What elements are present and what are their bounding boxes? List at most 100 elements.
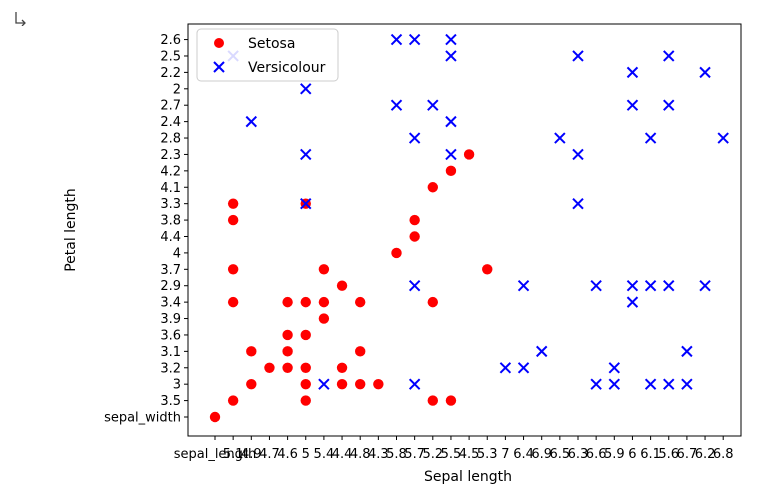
point-versicolour: [663, 280, 675, 292]
x-tick-label: 5.9: [604, 447, 625, 462]
y-tick-label: 4: [173, 246, 181, 261]
point-versicolour: [681, 345, 693, 358]
point-setosa: [409, 231, 420, 242]
point-versicolour: [608, 362, 621, 374]
point-setosa: [336, 280, 348, 291]
point-setosa: [227, 296, 239, 308]
x-tick-label: 5.2: [422, 447, 443, 462]
point-versicolour: [644, 132, 657, 144]
point-setosa: [373, 378, 384, 390]
x-tick-label: 6.4: [513, 447, 534, 462]
point-versicolour: [554, 132, 566, 144]
x-tick-label: 5.8: [386, 447, 407, 462]
point-versicolour: [626, 296, 639, 308]
y-tick-label: 2.4: [160, 115, 181, 130]
x-tick-label: 7: [501, 447, 509, 462]
data-points: [209, 33, 729, 423]
x-tick-label: 5.5: [441, 447, 462, 462]
x-tick-label: 6.6: [586, 447, 607, 462]
x-tick-label: 4.4: [332, 447, 353, 462]
x-tick-label: 6.3: [568, 447, 589, 462]
point-versicolour: [300, 148, 312, 161]
point-setosa: [227, 214, 239, 226]
legend-box: [196, 28, 339, 82]
y-tick-label: 3.1: [160, 345, 181, 360]
point-versicolour: [408, 132, 421, 144]
point-versicolour: [626, 280, 639, 292]
point-versicolour: [626, 66, 639, 79]
point-setosa: [282, 329, 293, 341]
point-versicolour: [300, 197, 312, 210]
point-versicolour: [408, 378, 421, 390]
y-tick-label: 3.4: [160, 296, 181, 311]
y-tick-label: 2: [173, 82, 181, 97]
point-setosa: [445, 165, 457, 177]
point-versicolour: [663, 378, 675, 390]
y-tick-label: 3.8: [160, 214, 181, 229]
x-tick-label: 6.5: [550, 447, 571, 462]
y-tick-label: 3.9: [160, 312, 181, 327]
point-versicolour: [427, 99, 439, 111]
point-versicolour: [699, 66, 711, 79]
output-cell-arrow-icon[interactable]: [14, 10, 30, 26]
point-versicolour: [644, 280, 657, 292]
point-versicolour: [608, 378, 621, 390]
point-versicolour: [408, 280, 421, 292]
y-tick-label: 4.2: [160, 164, 181, 179]
point-setosa: [300, 362, 311, 373]
y-tick-label: 2.7: [160, 99, 181, 114]
point-setosa: [336, 378, 348, 390]
point-versicolour: [699, 280, 711, 292]
point-setosa: [227, 395, 239, 406]
point-setosa: [300, 329, 311, 341]
point-setosa: [391, 247, 402, 259]
point-setosa: [246, 378, 257, 390]
y-axis: sepal_width 3.53 3.23.1 3.63.93.4 2.93.7 44.4…: [104, 33, 188, 426]
x-axis-label: Sepal length: [424, 469, 512, 485]
y-tick-label: 4.4: [160, 230, 181, 245]
point-setosa: [227, 198, 239, 209]
point-versicolour: [590, 280, 602, 292]
y-tick-label: 3.6: [160, 328, 181, 343]
x-tick-label: 6.8: [713, 447, 734, 462]
point-versicolour: [318, 378, 330, 390]
x-tick-label: 5.7: [404, 447, 425, 462]
point-versicolour: [572, 50, 584, 62]
x-tick-label: 6: [628, 447, 636, 462]
point-setosa: [282, 296, 293, 308]
point-setosa: [427, 296, 438, 308]
x-tick-label: 5.6: [658, 447, 679, 462]
x-tick-label: 5.1: [223, 447, 244, 462]
x-tick-label: 4.5: [459, 447, 480, 462]
x-tick-label: 4.9: [241, 447, 262, 462]
x-tick-label: 5.4: [314, 447, 335, 462]
point-versicolour: [644, 378, 657, 390]
y-tick-label: 2.5: [160, 49, 181, 64]
y-tick-label: 3.3: [160, 197, 181, 212]
x-tick-label: 4.7: [259, 447, 280, 462]
point-setosa: [282, 346, 293, 357]
point-setosa: [318, 264, 330, 275]
point-setosa: [246, 346, 257, 357]
point-setosa: [300, 395, 311, 406]
point-versicolour: [445, 33, 457, 46]
y-tick-label: 3: [173, 378, 181, 393]
legend-label-setosa: Setosa: [248, 36, 295, 52]
x-tick-label: 6.2: [695, 447, 716, 462]
point-versicolour: [517, 280, 530, 292]
point-versicolour: [626, 99, 639, 111]
point-versicolour: [717, 132, 729, 144]
point-setosa: [355, 296, 366, 308]
x-tick-label: 6.1: [640, 447, 661, 462]
y-tick-label: 2.9: [160, 279, 181, 294]
y-tick-label: 3.5: [160, 394, 181, 409]
y-tick-label: 4.1: [160, 181, 181, 196]
x-tick-label: 4.8: [350, 447, 371, 462]
point-setosa: [209, 411, 221, 423]
point-versicolour: [663, 99, 675, 111]
point-setosa: [463, 149, 475, 160]
y-tick-label: 2.6: [160, 33, 181, 48]
point-versicolour: [517, 362, 530, 374]
